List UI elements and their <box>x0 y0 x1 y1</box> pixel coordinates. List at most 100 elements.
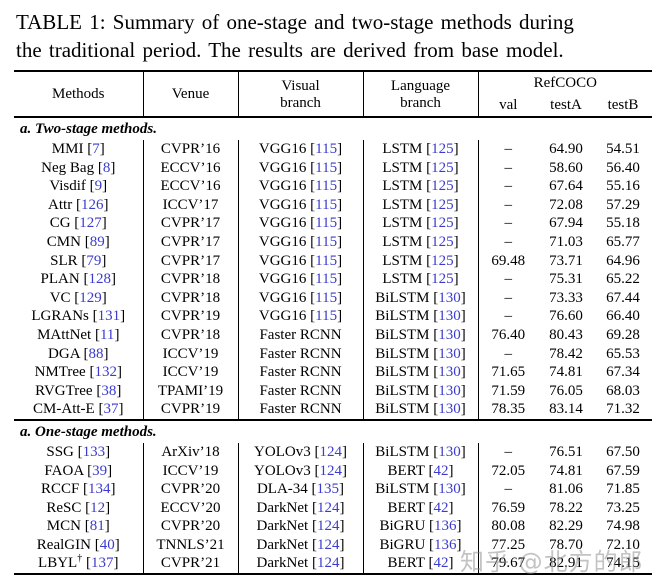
visual-branch-cell: DarkNet [124] <box>238 554 364 575</box>
venue-cell: CVPR’19 <box>143 307 239 326</box>
citation-link[interactable]: 125 <box>431 196 454 213</box>
citation-link[interactable]: 115 <box>315 159 338 176</box>
citation-link[interactable]: 115 <box>315 233 338 250</box>
citation-link[interactable]: 11 <box>99 326 115 343</box>
citation-link[interactable]: 126 <box>80 196 104 213</box>
citation-link[interactable]: 133 <box>82 443 106 460</box>
dagger-mark: † <box>77 553 83 565</box>
citation-link[interactable]: 89 <box>89 233 105 250</box>
language-branch-cell: BERT [42] <box>363 461 479 481</box>
language-branch-cell: BiLSTM [130] <box>363 363 479 382</box>
citation-link[interactable]: 137 <box>90 555 114 572</box>
citation-link[interactable]: 125 <box>431 141 454 157</box>
citation-link[interactable]: 115 <box>315 308 338 325</box>
table-row: Attr [126] ICCV’17 VGG16 [115] LSTM [125] – 7… <box>14 195 652 215</box>
header-refcoco: RefCOCO <box>533 75 597 91</box>
citation-link[interactable]: 130 <box>438 364 461 381</box>
citation-link[interactable]: 124 <box>316 499 340 516</box>
citation-link[interactable]: 131 <box>97 308 121 325</box>
citation-link[interactable]: 130 <box>438 401 461 418</box>
citation-link[interactable]: 127 <box>79 215 102 232</box>
citation-link[interactable]: 124 <box>319 462 342 479</box>
citation-link[interactable]: 125 <box>431 271 454 288</box>
testa-cell: 74.81 <box>549 364 583 381</box>
citation-link[interactable]: 132 <box>94 364 117 381</box>
testa-cell: 75.31 <box>549 271 583 288</box>
visual-branch-cell: Faster RCNN <box>238 381 364 401</box>
val-cell: 72.05 <box>491 462 526 479</box>
header-testb: testB <box>607 97 639 113</box>
citation-link[interactable]: 7 <box>92 141 100 157</box>
citation-link[interactable]: 12 <box>90 499 106 516</box>
citation-link[interactable]: 37 <box>103 401 119 418</box>
language-branch-cell: LSTM [125] <box>363 177 479 196</box>
table-caption: TABLE 1: Summary of one-stage and two-st… <box>0 0 666 66</box>
method-cell: MCN [81] <box>14 517 144 536</box>
testa-cell: 58.60 <box>549 159 583 176</box>
citation-link[interactable]: 125 <box>431 178 454 195</box>
citation-link[interactable]: 130 <box>438 345 461 362</box>
citation-link[interactable]: 125 <box>431 252 454 269</box>
citation-link[interactable]: 130 <box>438 443 461 460</box>
citation-link[interactable]: 124 <box>316 536 340 553</box>
citation-link[interactable]: 129 <box>79 289 102 306</box>
testb-cell: 67.44 <box>606 289 640 306</box>
testb-cell: 57.29 <box>606 196 640 213</box>
citation-link[interactable]: 8 <box>102 159 111 176</box>
citation-link[interactable]: 128 <box>88 271 111 288</box>
method-cell: DGA [88] <box>14 344 144 364</box>
citation-link[interactable]: 125 <box>431 159 454 176</box>
testa-cell: 78.70 <box>549 536 583 553</box>
testb-cell: 65.22 <box>606 271 640 288</box>
citation-link[interactable]: 130 <box>438 289 461 306</box>
citation-link[interactable]: 88 <box>88 345 104 362</box>
citation-link[interactable]: 130 <box>438 326 461 343</box>
table-row: MMI [7] CVPR’16 VGG16 [115] LSTM [125] – 64.9… <box>14 140 652 159</box>
table-row: CG [127] CVPR’17 VGG16 [115] LSTM [125] – 67.… <box>14 214 652 233</box>
citation-link[interactable]: 124 <box>319 443 342 460</box>
citation-link[interactable]: 39 <box>92 462 108 479</box>
citation-link[interactable]: 115 <box>315 178 338 195</box>
citation-link[interactable]: 40 <box>99 536 115 553</box>
citation-link[interactable]: 124 <box>316 555 340 572</box>
citation-link[interactable]: 115 <box>315 271 338 288</box>
citation-link[interactable]: 125 <box>431 233 454 250</box>
testa-cell: 67.94 <box>549 215 583 232</box>
testb-cell: 56.40 <box>606 159 640 176</box>
citation-link[interactable]: 115 <box>315 215 338 232</box>
testa-cell: 73.33 <box>549 289 583 306</box>
citation-link[interactable]: 115 <box>315 141 338 157</box>
citation-link[interactable]: 42 <box>433 555 449 572</box>
citation-link[interactable]: 134 <box>88 481 111 498</box>
testa-cell: 78.42 <box>549 345 583 362</box>
language-branch-cell: BiGRU [136] <box>363 517 479 536</box>
language-branch-cell: LSTM [125] <box>363 270 479 289</box>
table-row: RealGIN [40] TNNLS’21 DarkNet [124] BiGRU [… <box>14 535 652 555</box>
citation-link[interactable]: 130 <box>438 382 461 399</box>
citation-link[interactable]: 42 <box>433 499 449 516</box>
citation-link[interactable]: 130 <box>438 308 461 325</box>
citation-link[interactable]: 115 <box>315 252 338 269</box>
val-cell: 78.35 <box>491 401 526 418</box>
language-branch-cell: LSTM [125] <box>363 140 479 159</box>
language-branch-cell: LSTM [125] <box>363 214 479 233</box>
testa-cell: 78.22 <box>549 499 583 516</box>
venue-cell: CVPR’16 <box>143 140 239 159</box>
citation-link[interactable]: 130 <box>438 481 461 498</box>
citation-link[interactable]: 115 <box>315 289 338 306</box>
citation-link[interactable]: 136 <box>434 518 457 535</box>
citation-link[interactable]: 9 <box>94 178 103 195</box>
citation-link[interactable]: 38 <box>101 382 117 399</box>
citation-link[interactable]: 135 <box>316 481 340 498</box>
venue-cell: ECCV’16 <box>143 158 239 178</box>
citation-link[interactable]: 42 <box>433 462 449 479</box>
venue-cell: CVPR’20 <box>143 480 239 499</box>
venue-cell: ICCV’19 <box>143 363 239 382</box>
citation-link[interactable]: 136 <box>434 536 457 553</box>
visual-branch-cell: VGG16 [115] <box>238 195 364 215</box>
citation-link[interactable]: 125 <box>431 215 454 232</box>
citation-link[interactable]: 79 <box>86 252 102 269</box>
citation-link[interactable]: 115 <box>315 196 338 213</box>
citation-link[interactable]: 124 <box>316 518 340 535</box>
citation-link[interactable]: 81 <box>89 518 105 535</box>
